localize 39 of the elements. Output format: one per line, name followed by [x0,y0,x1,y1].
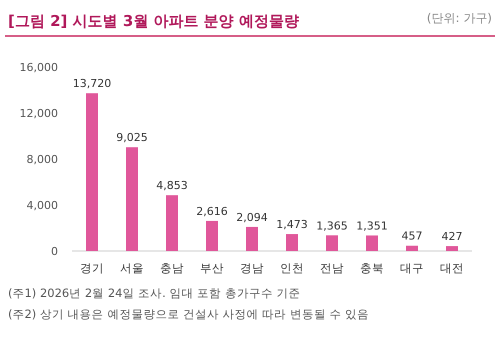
x-tick-label: 대구 [400,261,424,275]
data-label: 427 [442,230,462,244]
text: (주1) 2026년 2월 24일 조사. 임대 포함 총가구수 기준 [8,286,300,300]
data-label: 2,094 [236,210,268,224]
bar [246,226,258,251]
x-tick-label: 충북 [360,261,384,275]
chart-title: [그림 2] 시도별 3월 아파트 분양 예정물량 [8,12,299,30]
data-label: 1,351 [356,219,388,232]
data-label: 13,720 [72,77,112,90]
x-tick-label: 전남 [320,261,344,275]
bar [406,246,418,251]
y-tick-label: 0 [51,245,58,258]
data-label: 1,473 [276,218,308,232]
bar [86,93,98,251]
bar [286,234,298,251]
x-tick-label: 인천 [280,261,304,275]
x-tick-label: 충남 [160,261,184,275]
y-tick-label: 16,000 [20,61,58,74]
x-tick-label: 부산 [200,261,224,275]
y-tick-label: 8,000 [26,153,58,166]
x-tick-label: 경남 [240,261,264,275]
data-label: 9,025 [116,131,148,144]
data-label: 457 [402,230,422,243]
bar [366,235,378,251]
y-tick-label: 4,000 [26,199,58,212]
bar [126,147,138,251]
text: (주2) 상기 내용은 예정물량으로 건설사 사정에 따라 변동될 수 있음 [8,307,370,321]
bar [206,220,218,251]
bar [446,246,458,251]
x-tick-label: 대전 [440,261,464,275]
x-tick-label: 서울 [120,261,144,275]
bar [166,195,178,251]
data-label: 2,616 [196,204,228,218]
y-tick-label: 12,000 [20,107,58,120]
text: (단위: 가구) [426,11,492,25]
data-label: 1,365 [316,219,348,232]
x-tick-label: 경기 [80,261,104,275]
bar [326,235,338,251]
data-label: 4,853 [156,179,188,192]
